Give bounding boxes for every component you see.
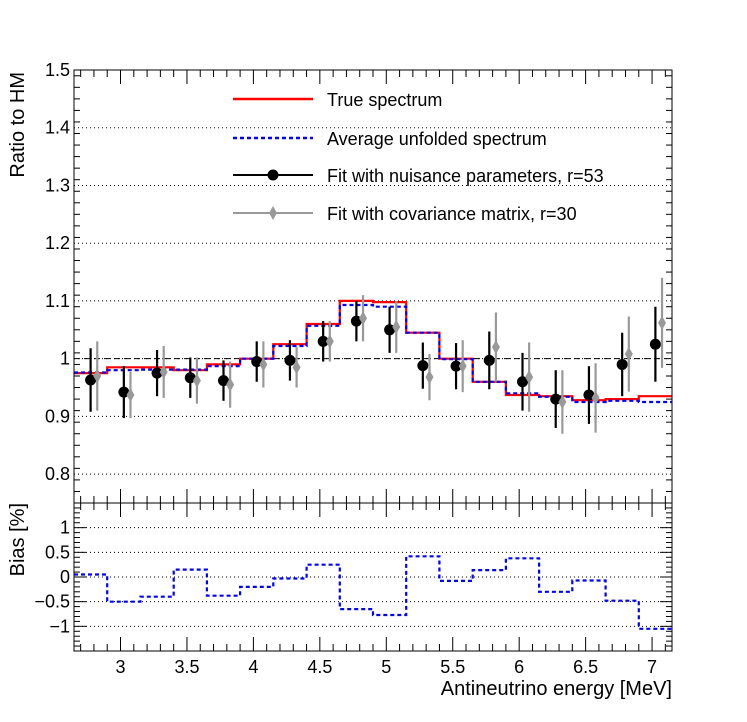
data-point-circle xyxy=(317,335,329,347)
data-point-diamond xyxy=(658,315,667,330)
data-point-diamond xyxy=(259,357,268,372)
y-tick-label: 1.2 xyxy=(45,233,70,253)
data-point-diamond xyxy=(93,368,102,383)
legend-nuisance-fit-marker xyxy=(267,169,279,181)
x-tick-label: 5.5 xyxy=(440,657,465,677)
data-point-diamond xyxy=(325,334,334,349)
y-tick-label: 1.3 xyxy=(45,175,70,195)
y-tick-label: 1 xyxy=(60,349,70,369)
x-axis-label: Antineutrino energy [MeV] xyxy=(441,678,672,700)
y-tick-label: 1.4 xyxy=(45,118,70,138)
data-point-diamond xyxy=(491,340,500,355)
data-point-diamond xyxy=(292,360,301,375)
data-point-diamond xyxy=(226,377,235,392)
data-point-circle xyxy=(450,360,462,372)
data-point-diamond xyxy=(159,364,168,379)
x-tick-label: 4.5 xyxy=(307,657,332,677)
x-tick-label: 3 xyxy=(116,657,126,677)
data-point-diamond xyxy=(126,388,135,403)
data-point-circle xyxy=(649,338,661,350)
y-tick-label: 0.9 xyxy=(45,406,70,426)
legend-average-unfolded-label: Average unfolded spectrum xyxy=(327,129,547,149)
series-1-step-line xyxy=(74,555,672,630)
legend-covariance-fit-marker xyxy=(269,206,277,220)
data-point-diamond xyxy=(425,370,434,385)
legend-covariance-fit-label: Fit with covariance matrix, r=30 xyxy=(327,204,577,224)
series-2-step-line xyxy=(74,303,672,404)
y-tick-label: −0.5 xyxy=(34,592,70,612)
data-point-diamond xyxy=(591,390,600,405)
data-point-circle xyxy=(218,375,229,387)
top-y-axis-label: Ratio to HM xyxy=(7,72,29,178)
x-tick-label: 7 xyxy=(647,657,657,677)
data-point-diamond xyxy=(392,319,401,334)
x-tick-label: 6.5 xyxy=(573,657,598,677)
data-point-diamond xyxy=(624,347,633,362)
x-tick-label: 5 xyxy=(381,657,391,677)
data-point-diamond xyxy=(558,394,567,409)
data-point-diamond xyxy=(525,370,534,385)
legend-nuisance-fit-label: Fit with nuisance parameters, r=53 xyxy=(327,166,604,186)
bottom-panel: −1 −0.5 0 0.5 1 3 3.5 4 4.5 5 5.5 6 6.5 7 xyxy=(34,502,673,677)
data-point-circle xyxy=(483,354,495,366)
data-point-circle xyxy=(517,376,528,388)
data-point-diamond xyxy=(192,373,201,388)
y-tick-label: 1.1 xyxy=(45,291,70,311)
data-point-diamond xyxy=(458,359,467,374)
data-point-circle xyxy=(151,367,163,379)
data-point-circle xyxy=(417,360,429,372)
data-point-circle xyxy=(85,374,97,386)
x-tick-label: 6 xyxy=(514,657,524,677)
y-tick-label: 0.8 xyxy=(45,464,70,484)
y-tick-label: 1.5 xyxy=(45,60,70,80)
x-tick-label: 3.5 xyxy=(174,657,199,677)
y-tick-label: 0 xyxy=(60,567,70,587)
y-tick-label: 1 xyxy=(60,518,70,538)
x-tick-label: 4 xyxy=(248,657,258,677)
bottom-y-axis-label: Bias [%] xyxy=(7,503,29,576)
data-point-diamond xyxy=(359,311,368,326)
data-point-circle xyxy=(616,358,628,370)
y-tick-label: −1 xyxy=(49,616,70,636)
data-point-circle xyxy=(284,354,296,366)
legend: True spectrum Average unfolded spectrum … xyxy=(233,90,604,224)
top-panel: 0.8 0.9 1 1.1 1.2 1.3 1.4 1.5 xyxy=(45,60,673,504)
legend-true-spectrum-label: True spectrum xyxy=(327,90,442,110)
y-tick-label: 0.5 xyxy=(45,542,70,562)
